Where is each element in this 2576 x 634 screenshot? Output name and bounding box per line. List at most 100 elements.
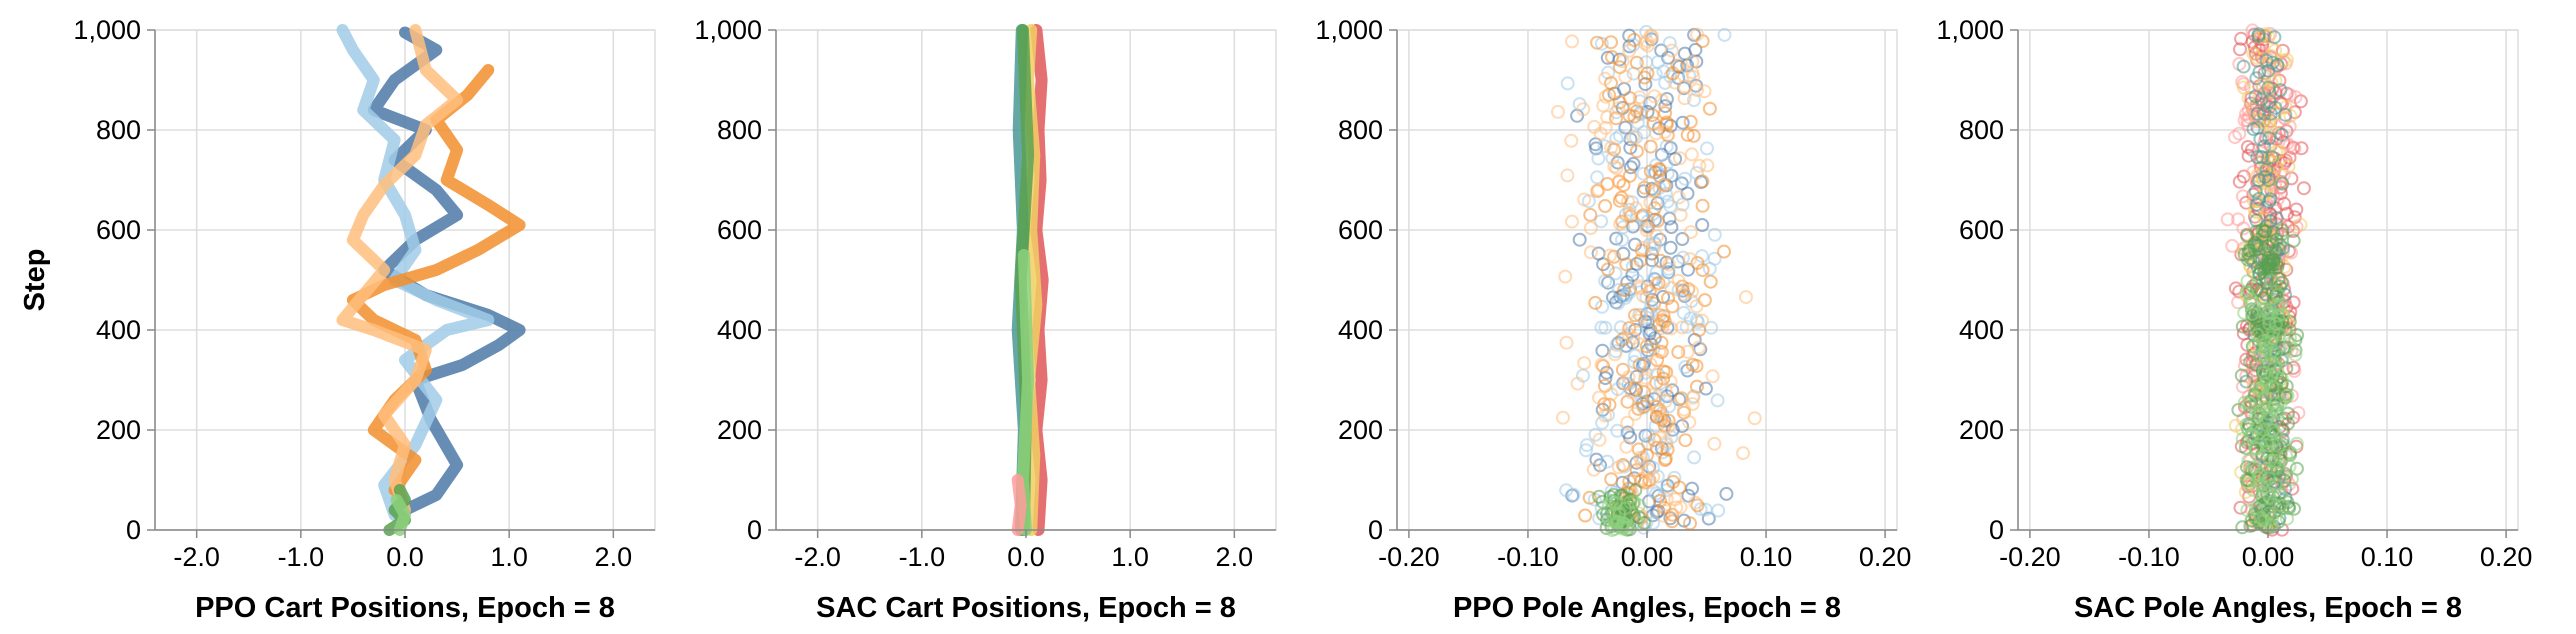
scatter-point [1620, 415, 1635, 430]
scatter-point [1643, 139, 1658, 154]
scatter-point [1687, 450, 1702, 465]
y-tick-label: 200 [1338, 415, 1383, 445]
scatter-point [1719, 486, 1734, 501]
scatter-point [1604, 387, 1619, 402]
scatter-point [1629, 55, 1644, 70]
scatter-point [1649, 126, 1664, 141]
scatter-point [1596, 359, 1611, 374]
scatter-point [2220, 212, 2235, 227]
scatter-point [1623, 430, 1638, 445]
scatter-point [1619, 439, 1634, 454]
scatter-point [1579, 443, 1593, 458]
scatter-point [2259, 162, 2274, 177]
series-line-6 [390, 494, 411, 536]
scatter-point [2228, 130, 2242, 145]
x-tick-label: 0.20 [2480, 542, 2533, 572]
scatter-point [1559, 483, 1574, 498]
scatter-point [2262, 194, 2277, 209]
scatter-point [1629, 144, 1644, 159]
series-group [1011, 24, 1049, 536]
scatter-point [2265, 434, 2280, 449]
x-tick-label: 0.00 [2242, 542, 2295, 572]
scatter-point [1592, 432, 1607, 447]
scatter-point [1656, 178, 1671, 193]
scatter-point [1686, 128, 1701, 143]
scatter-point [1681, 262, 1695, 277]
scatter-point [1678, 433, 1693, 448]
scatter-point [2287, 363, 2302, 378]
scatter-point [1662, 257, 1676, 272]
scatter-point [1607, 142, 1622, 157]
scatter-point [1583, 245, 1598, 260]
scatter-point [2282, 336, 2297, 351]
y-tick-label: 400 [717, 315, 762, 345]
scatter-point [1685, 481, 1699, 496]
scatter-point [1656, 508, 1671, 523]
scatter-point [1566, 487, 1581, 502]
scatter-point [1595, 415, 1610, 430]
scatter-point [1736, 446, 1751, 461]
y-tick-label: 1,000 [1315, 15, 1383, 45]
scatter-point [2296, 181, 2311, 196]
scatter-point [1565, 214, 1579, 229]
scatter-point [2277, 473, 2292, 488]
scatter-point [1632, 498, 1646, 513]
scatter-point [1702, 101, 1717, 116]
scatter-point [1671, 190, 1686, 205]
scatter-point [1659, 492, 1674, 507]
scatter-point [1646, 116, 1661, 131]
y-tick-label: 600 [1338, 215, 1383, 245]
scatter-point [1658, 75, 1673, 90]
scatter-point [2282, 331, 2297, 346]
scatter-point [1676, 250, 1690, 265]
scatter-point [1653, 163, 1667, 178]
scatter-point [1578, 508, 1593, 523]
scatter-point [1602, 248, 1617, 263]
scatter-point [1700, 158, 1715, 173]
y-tick-label: 200 [717, 415, 762, 445]
scatter-point [1653, 494, 1667, 508]
x-tick-label: 1.0 [1111, 542, 1149, 572]
x-tick-label: 0.10 [2361, 542, 2414, 572]
scatter-point [2243, 396, 2258, 411]
y-tick-label: 800 [1338, 115, 1383, 145]
scatter-point [1586, 462, 1601, 477]
scatter-point [1673, 500, 1688, 515]
scatter-point [1695, 174, 1710, 189]
scatter-point [1598, 408, 1612, 423]
scatter-point [1558, 269, 1573, 284]
scatter-point [1610, 423, 1625, 438]
scatter-point [1655, 321, 1670, 336]
x-tick-label: -2.0 [794, 542, 841, 572]
scatter-point [1620, 275, 1635, 290]
scatter-point [1598, 120, 1613, 135]
scatter-point [2262, 306, 2277, 321]
scatter-point [1643, 175, 1658, 190]
scatter-point [2262, 316, 2277, 331]
series-group [336, 24, 526, 536]
scatter-point [1595, 343, 1610, 358]
scatter-point [1613, 128, 1627, 143]
scatter-point [1697, 84, 1712, 99]
chart-panel-2: -2.0 -1.0 0.0 1.0 2.0 0 200 400 600 800 1,000 SAC C… [694, 15, 1277, 624]
scatter-point [2248, 203, 2262, 218]
x-axis-title: SAC Pole Angles, Epoch = 8 [2074, 592, 2462, 624]
scatter-point [1639, 339, 1654, 354]
scatter-point [1662, 36, 1677, 51]
scatter-point [1609, 161, 1624, 175]
scatter-point [2239, 284, 2254, 299]
scatter-point [2252, 322, 2266, 337]
scatter-point [1622, 43, 1637, 58]
scatter-point [1657, 124, 1672, 139]
scatter-point [2261, 80, 2276, 95]
scatter-point [2281, 416, 2295, 431]
scatter-point [1611, 101, 1626, 116]
scatter-point [1678, 171, 1692, 186]
scatter-point [1677, 402, 1692, 417]
scatter-point [1604, 472, 1619, 487]
scatter-point [2262, 490, 2277, 505]
scatter-point [1579, 438, 1594, 453]
scatter-point [1680, 344, 1695, 359]
y-tick-label: 400 [96, 315, 141, 345]
